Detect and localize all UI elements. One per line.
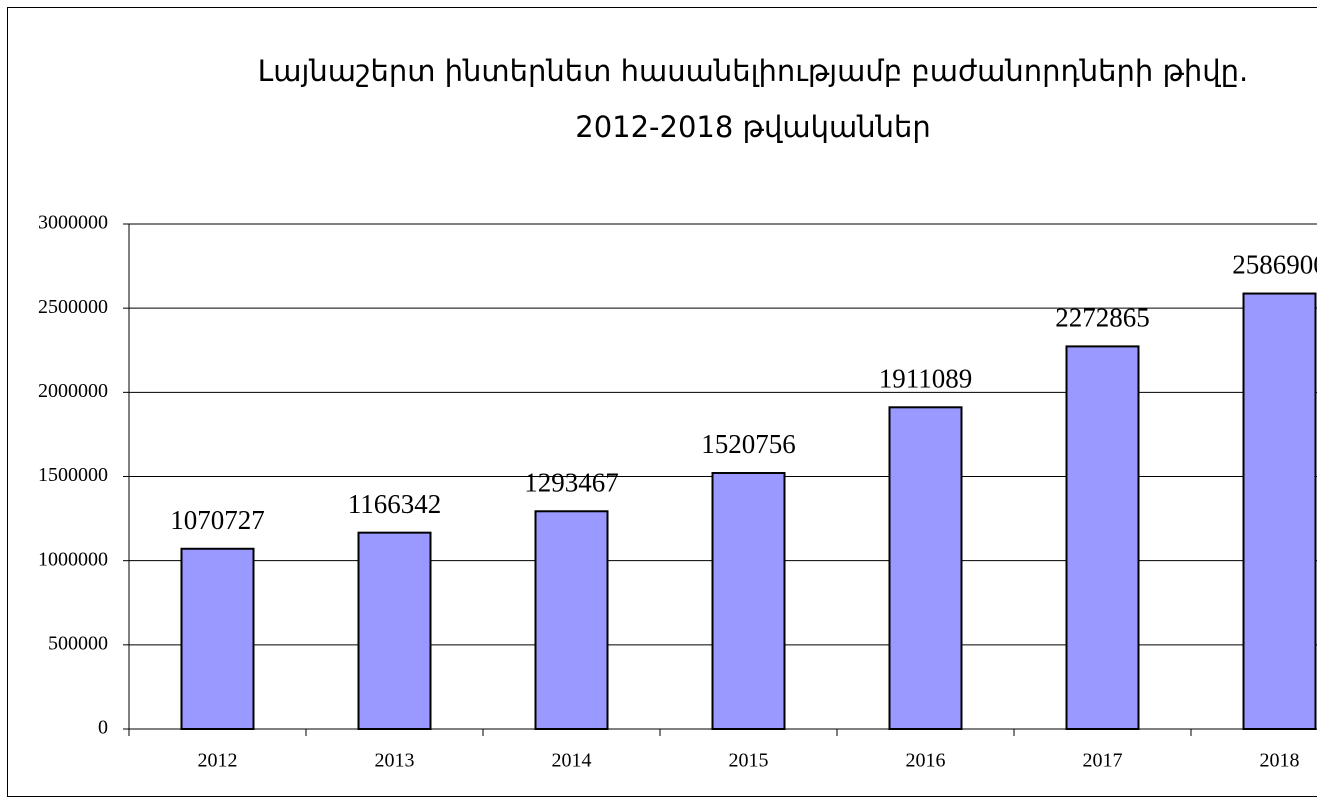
value-label: 1166342 bbox=[348, 489, 442, 519]
x-tick-label: 2016 bbox=[906, 750, 946, 772]
value-label: 1911089 bbox=[879, 364, 973, 394]
y-tick-label: 0 bbox=[98, 717, 108, 739]
bar bbox=[1242, 292, 1317, 730]
bar bbox=[534, 510, 609, 730]
y-tick-label: 2000000 bbox=[38, 380, 108, 402]
y-tick-label: 3000000 bbox=[38, 212, 108, 234]
value-label: 1293467 bbox=[524, 467, 619, 497]
chart-title: 2012-2018 թվականներ bbox=[575, 110, 930, 144]
value-label: 1520756 bbox=[701, 429, 796, 459]
x-tick-label: 2015 bbox=[729, 750, 769, 772]
value-label: 2586900 bbox=[1232, 250, 1317, 280]
x-tick-label: 2014 bbox=[552, 750, 592, 772]
bar bbox=[180, 547, 255, 730]
y-tick-label: 2500000 bbox=[38, 296, 108, 318]
bar bbox=[888, 406, 963, 730]
x-tick-label: 2013 bbox=[375, 750, 415, 772]
value-label: 1070727 bbox=[170, 505, 265, 535]
x-tick-label: 2018 bbox=[1260, 750, 1300, 772]
y-tick-label: 1500000 bbox=[38, 464, 108, 486]
bar bbox=[1065, 345, 1140, 730]
value-label: 2272865 bbox=[1055, 303, 1150, 333]
y-tick-label: 1000000 bbox=[38, 548, 108, 570]
x-tick-label: 2012 bbox=[198, 750, 238, 772]
chart-frame bbox=[7, 7, 1317, 797]
bar bbox=[711, 472, 786, 730]
chart-title: Լայնաշերտ ինտերնետ հասանելիությամբ բաժան… bbox=[258, 54, 1248, 88]
y-tick-label: 500000 bbox=[48, 632, 108, 654]
x-tick-label: 2017 bbox=[1083, 750, 1123, 772]
bar bbox=[357, 531, 432, 731]
